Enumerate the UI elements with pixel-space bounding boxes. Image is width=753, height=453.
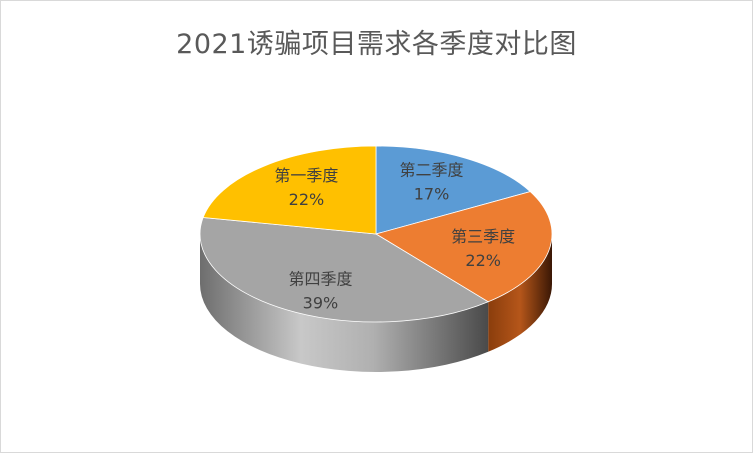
chart-title: 2021诱骗项目需求各季度对比图 xyxy=(176,29,577,60)
pie-side-q3 xyxy=(488,234,553,352)
data-label-name-q3: 第三季度 xyxy=(451,227,515,246)
pie-slice-q2 xyxy=(375,145,532,235)
data-label-name-q4: 第四季度 xyxy=(288,270,352,289)
pie-slices xyxy=(199,145,553,323)
data-label-value-q4: 39% xyxy=(303,294,339,313)
data-label-name-q1: 第一季度 xyxy=(274,166,338,185)
pie-slice-q4 xyxy=(199,217,490,323)
pie-slice-q1 xyxy=(202,145,377,235)
data-labels: 第二季度 17% 第三季度 22% 第四季度 39% 第一季度 22% xyxy=(274,160,515,312)
data-label-value-q1: 22% xyxy=(289,190,325,209)
pie-sides xyxy=(200,234,553,373)
pie-slice-q3 xyxy=(374,191,553,303)
pie-side-q4 xyxy=(200,234,489,373)
data-label-name-q2: 第二季度 xyxy=(400,160,464,179)
data-label-value-q2: 17% xyxy=(414,184,450,203)
data-label-value-q3: 22% xyxy=(465,251,501,270)
